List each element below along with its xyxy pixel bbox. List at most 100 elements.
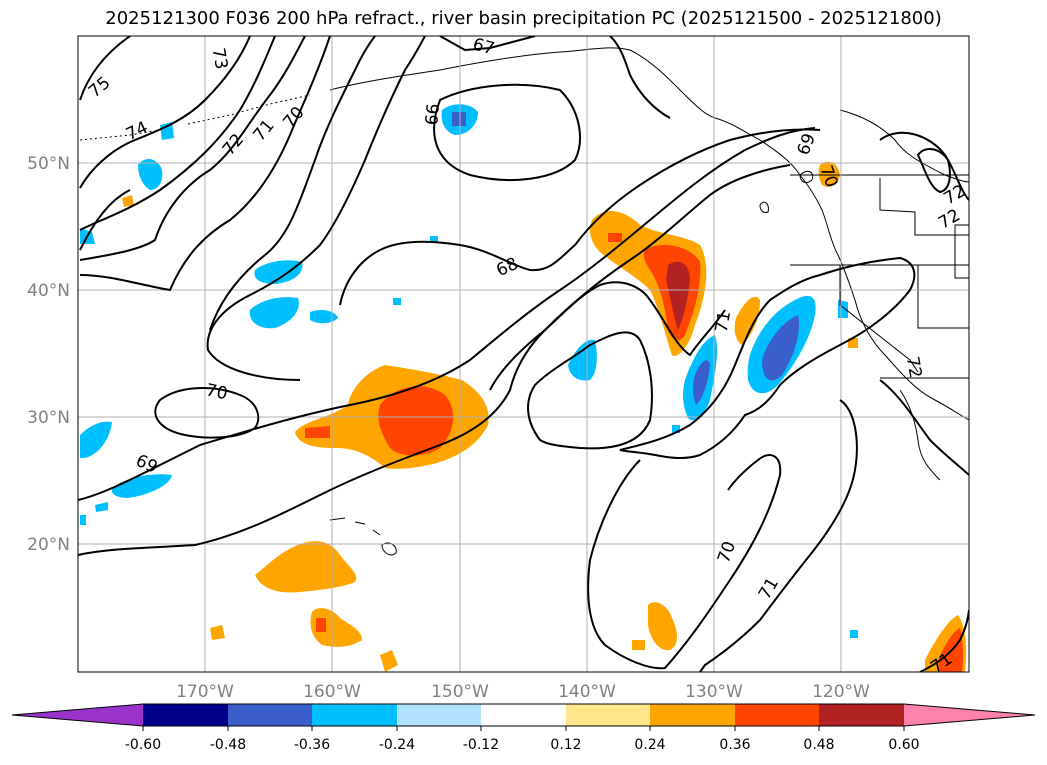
contour-line bbox=[527, 331, 653, 450]
contour-label: 71 bbox=[712, 309, 735, 334]
refractivity-contours bbox=[78, 36, 969, 672]
positive-area bbox=[734, 296, 760, 345]
negative-area bbox=[249, 297, 299, 329]
colorbar-segment bbox=[481, 704, 566, 726]
positive-area bbox=[608, 233, 622, 242]
colorbar-segment bbox=[397, 704, 481, 726]
colorbar-segment bbox=[819, 704, 904, 726]
lon-label: 170°W bbox=[176, 682, 234, 702]
negative-area bbox=[254, 260, 303, 284]
map-panel: 75 74 73 72 71 70 67 66 69 70 72 68 71 7… bbox=[78, 34, 969, 672]
contour-label: 70 bbox=[204, 380, 229, 404]
contour-line bbox=[78, 127, 816, 501]
positive-area bbox=[210, 625, 225, 640]
contour-line bbox=[879, 379, 969, 476]
contour-line bbox=[609, 36, 671, 119]
negative-area bbox=[452, 112, 466, 126]
contour-line bbox=[79, 36, 306, 261]
contour-line bbox=[209, 36, 376, 331]
colorbar-tick-label: 0.12 bbox=[550, 737, 581, 753]
lon-label: 130°W bbox=[685, 682, 743, 702]
colorbar-segment bbox=[650, 704, 735, 726]
negative-area bbox=[692, 360, 710, 405]
colorbar-segment bbox=[228, 704, 312, 726]
contour-label: 67 bbox=[471, 34, 497, 59]
negative-area bbox=[310, 310, 338, 324]
positive-anomaly-shading bbox=[122, 161, 967, 672]
contour-label: 73 bbox=[208, 46, 231, 71]
contour-line bbox=[619, 256, 916, 459]
contour-line bbox=[587, 454, 782, 670]
longitude-labels: 170°W 160°W 150°W 140°W 130°W 120°W bbox=[176, 682, 870, 702]
negative-area bbox=[568, 339, 597, 381]
positive-area bbox=[666, 261, 690, 330]
colorbar: -0.60 -0.48 -0.36 -0.24 -0.12 0.12 0.24 … bbox=[11, 703, 1036, 753]
positive-area bbox=[305, 426, 330, 438]
positive-area bbox=[380, 650, 398, 672]
negative-area bbox=[762, 315, 800, 381]
colorbar-extend-low bbox=[12, 704, 143, 726]
contour-line bbox=[154, 387, 260, 439]
positive-area bbox=[938, 628, 964, 672]
lon-label: 160°W bbox=[303, 682, 361, 702]
colorbar-segment bbox=[735, 704, 819, 726]
vancouver-island bbox=[799, 170, 814, 183]
contour-line bbox=[916, 148, 951, 194]
negative-anomaly-shading bbox=[80, 104, 858, 638]
contour-line bbox=[79, 36, 276, 231]
colorbar-tick-label: 0.36 bbox=[719, 737, 750, 753]
contour-label: 72 bbox=[902, 355, 925, 380]
aleutian-islands bbox=[187, 94, 311, 125]
positive-area bbox=[122, 195, 134, 207]
negative-area bbox=[80, 421, 112, 458]
lat-label: 30°N bbox=[27, 408, 70, 428]
contour-line bbox=[78, 164, 791, 556]
contour-line bbox=[79, 36, 251, 189]
colorbar-tick-label: -0.24 bbox=[379, 737, 415, 753]
lon-label: 120°W bbox=[812, 682, 870, 702]
state-border bbox=[954, 224, 969, 279]
colorbar-tick-label: -0.60 bbox=[125, 737, 161, 753]
coastline bbox=[899, 389, 941, 481]
contour-line bbox=[439, 36, 536, 52]
aleutian-islands bbox=[79, 129, 161, 141]
colorbar-segment bbox=[566, 704, 650, 726]
contour-line bbox=[206, 36, 426, 381]
negative-area bbox=[160, 122, 174, 140]
state-border bbox=[879, 178, 969, 236]
lat-label: 40°N bbox=[27, 281, 70, 301]
colorbar-segment bbox=[312, 704, 397, 726]
lat-label: 20°N bbox=[27, 535, 70, 555]
lon-label: 150°W bbox=[431, 682, 489, 702]
negative-area bbox=[393, 298, 401, 305]
contour-line bbox=[339, 128, 821, 306]
positive-area bbox=[648, 602, 677, 651]
contour-line bbox=[919, 609, 969, 672]
hawaii-island bbox=[354, 521, 366, 525]
lat-label: 50°N bbox=[27, 154, 70, 174]
positive-area bbox=[310, 608, 362, 647]
contour-line bbox=[433, 83, 581, 181]
contour-line bbox=[489, 281, 726, 391]
hawaii-island bbox=[381, 542, 397, 556]
negative-area bbox=[80, 515, 86, 525]
positive-area bbox=[316, 618, 326, 632]
negative-area bbox=[95, 502, 108, 512]
contour-line bbox=[79, 189, 131, 251]
state-border bbox=[917, 265, 969, 329]
lon-label: 140°W bbox=[558, 682, 616, 702]
map-frame bbox=[77, 35, 970, 673]
colorbar-tick-label: -0.12 bbox=[463, 737, 499, 753]
colorbar-segment bbox=[143, 704, 228, 726]
colorbar-tick-label: 0.48 bbox=[803, 737, 834, 753]
positive-area bbox=[632, 640, 645, 650]
island bbox=[759, 201, 769, 213]
colorbar-extend-high bbox=[904, 704, 1035, 726]
positive-area bbox=[378, 386, 454, 456]
colorbar-tick-label: 0.60 bbox=[888, 737, 919, 753]
contour-line bbox=[699, 399, 858, 672]
colorbar-tick-label: 0.24 bbox=[634, 737, 665, 753]
negative-area bbox=[138, 158, 163, 190]
contour-line bbox=[79, 36, 331, 292]
